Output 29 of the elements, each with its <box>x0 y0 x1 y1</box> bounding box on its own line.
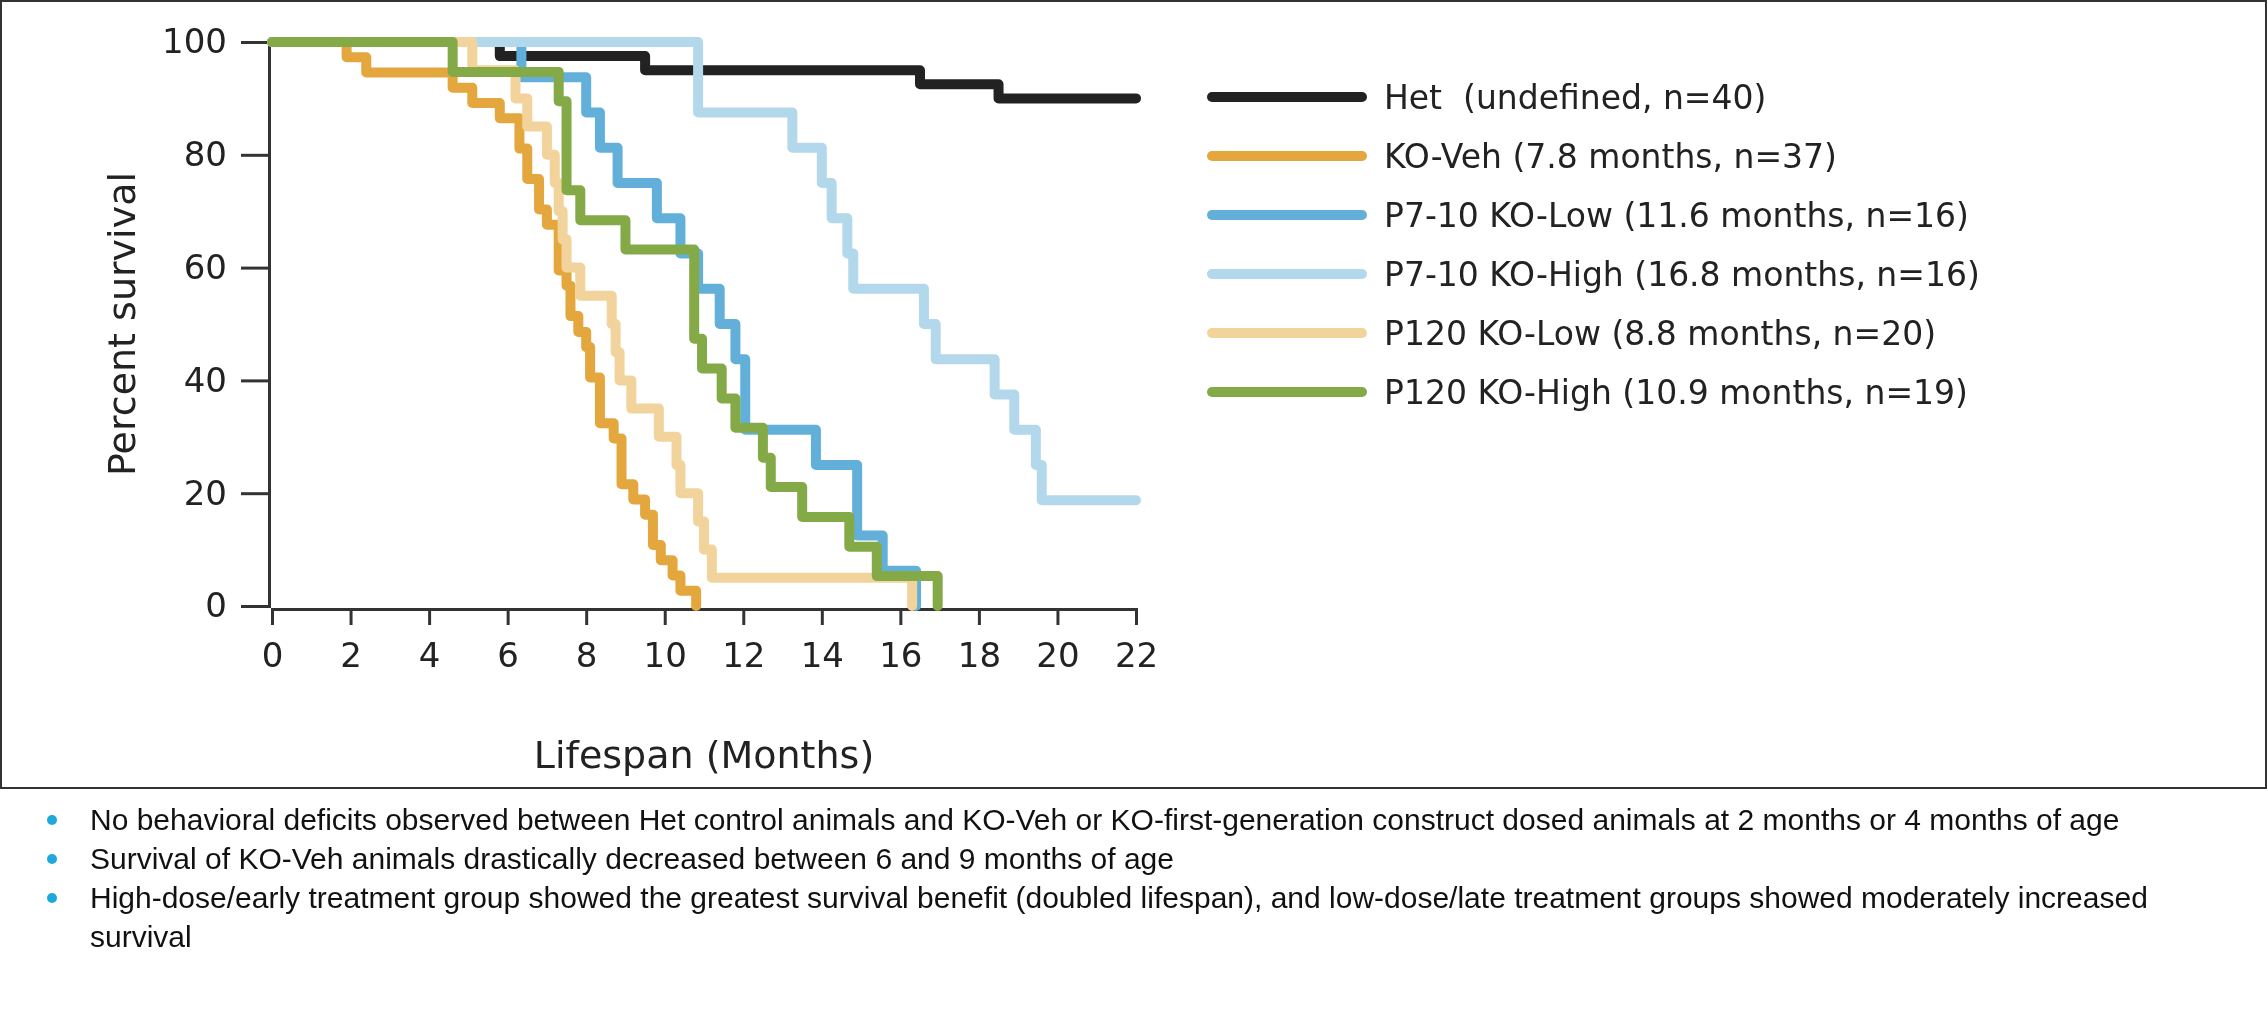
y-tick-label: 80 <box>183 134 227 175</box>
y-axis-title: Percent survival <box>100 172 144 476</box>
legend-label: Het (undefined, n=40) <box>1384 78 1767 117</box>
y-tick-label: 100 <box>162 21 227 62</box>
x-tick-label: 18 <box>957 635 1002 676</box>
x-tick-label: 22 <box>1114 635 1159 676</box>
x-axis-title: Lifespan (Months) <box>533 733 875 777</box>
text: Survival of KO-Veh animals drastically decreased between 6 and 9 months of age <box>90 842 1174 875</box>
legend-label: P120 KO-High (10.9 months, n=19) <box>1384 373 1968 412</box>
legend-label: P7-10 KO-High (16.8 months, n=16) <box>1384 255 1980 294</box>
x-tick-label: 16 <box>879 635 923 676</box>
x-tick-label: 14 <box>800 635 844 676</box>
text: No behavioral deficits observed between Het control animals and KO-Veh or KO-first-generation construct dosed animals at 2 months or 4 months of age <box>90 803 2120 836</box>
legend-label: P120 KO-Low (8.8 months, n=20) <box>1384 314 1937 353</box>
text: High-dose/early treatment group showed the greatest survival benefit (doubled lifespan), and low-dose/late treatment groups showed moderately increased survival <box>90 881 2148 953</box>
x-tick-label: 10 <box>643 635 687 676</box>
y-tick-label: 60 <box>183 246 227 287</box>
y-tick-label: 20 <box>183 472 227 513</box>
x-tick-label: 2 <box>340 635 362 676</box>
legend-label: KO-Veh (7.8 months, n=37) <box>1384 137 1837 176</box>
legend-label: P7-10 KO-Low (11.6 months, n=16) <box>1384 196 1969 235</box>
x-tick-label: 0 <box>261 635 284 676</box>
x-tick-label: 4 <box>418 635 441 676</box>
x-tick-label: 12 <box>722 635 766 676</box>
x-tick-label: 8 <box>575 635 598 676</box>
x-tick-label: 20 <box>1036 635 1080 676</box>
y-tick-label: 40 <box>183 359 227 400</box>
x-tick-label: 6 <box>497 635 519 676</box>
y-tick-label: 0 <box>205 585 227 626</box>
